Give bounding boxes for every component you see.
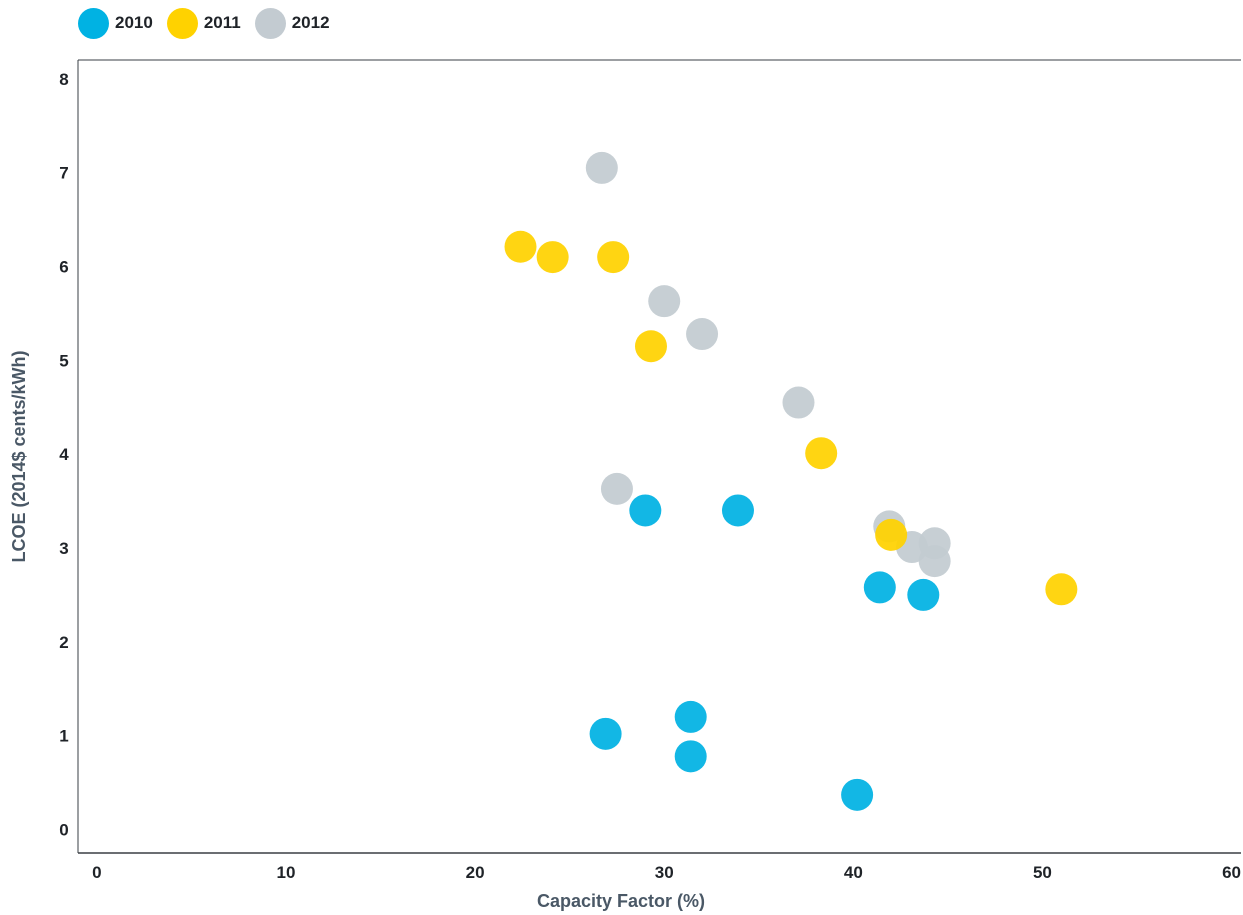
point-2011: [634, 330, 667, 363]
legend-label-2010: 2010: [115, 13, 153, 32]
chart-axes: [77, 59, 1241, 854]
point-2010: [674, 740, 707, 773]
legend-label-2011: 2011: [203, 13, 241, 32]
point-2012: [648, 285, 681, 318]
chart-legend: 2010 2011 2012: [78, 6, 344, 40]
x-tick-label: 60: [1222, 863, 1241, 882]
legend-swatch-2012: [254, 7, 286, 39]
data-points: [504, 151, 1078, 811]
point-2011: [536, 241, 569, 274]
point-2010: [629, 494, 662, 527]
legend-label-2012: 2012: [291, 13, 330, 32]
legend-item-2012: 2012: [254, 7, 330, 39]
y-axis-ticks: 0 1 2 3 4 5 6 7 8: [59, 70, 69, 840]
y-tick-label: 6: [59, 257, 68, 276]
point-2012: [585, 151, 618, 184]
legend-item-2011: 2011: [166, 7, 241, 39]
y-tick-label: 3: [59, 539, 68, 558]
point-2011: [504, 230, 537, 263]
x-tick-label: 10: [277, 863, 296, 882]
point-2012: [600, 472, 633, 505]
y-tick-label: 1: [59, 727, 68, 746]
point-2011: [597, 241, 630, 274]
legend-item-2010: 2010: [78, 7, 153, 39]
y-tick-label: 8: [59, 70, 68, 89]
y-tick-label: 4: [59, 445, 69, 464]
legend-swatch-2011: [166, 7, 198, 39]
x-tick-label: 20: [466, 863, 485, 882]
legend-swatch-2010: [78, 7, 109, 39]
point-2012: [686, 318, 719, 351]
point-2010: [863, 571, 896, 604]
point-2011: [1045, 573, 1078, 606]
point-2010: [841, 778, 874, 811]
y-tick-label: 7: [59, 164, 68, 183]
point-2011: [875, 518, 908, 551]
x-tick-label: 30: [655, 863, 674, 882]
x-axis-ticks: 0 10 20 30 40 50 60: [92, 863, 1241, 882]
x-axis-title: Capacity Factor (%): [537, 891, 705, 911]
point-2012: [782, 386, 815, 419]
point-2012: [918, 545, 951, 578]
y-tick-label: 2: [59, 633, 68, 652]
y-tick-label: 0: [59, 821, 68, 840]
x-tick-label: 0: [92, 863, 101, 882]
point-2010: [907, 578, 940, 611]
point-2010: [589, 717, 622, 750]
point-2010: [674, 700, 707, 733]
point-2011: [805, 437, 838, 470]
plot-frame: [77, 59, 1241, 853]
x-tick-label: 40: [844, 863, 863, 882]
y-axis-title: LCOE (2014$ cents/kWh): [9, 350, 29, 562]
x-tick-label: 50: [1033, 863, 1052, 882]
y-tick-label: 5: [59, 351, 68, 370]
point-2010: [721, 494, 754, 527]
